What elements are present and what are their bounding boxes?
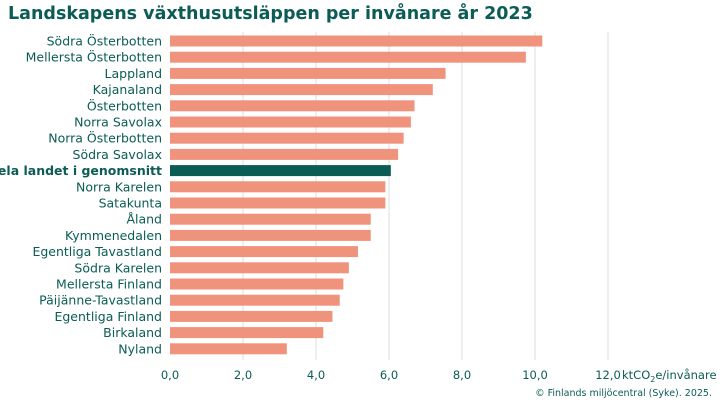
category-label: Satakunta bbox=[99, 196, 162, 211]
category-label: Mellersta Österbotten bbox=[26, 49, 162, 65]
gridlines bbox=[242, 32, 609, 360]
category-label: Kajanaland bbox=[93, 82, 162, 97]
category-label: Lappland bbox=[105, 66, 162, 81]
category-label: Egentliga Finland bbox=[54, 309, 162, 324]
bar-national-average bbox=[170, 165, 391, 177]
x-tick-labels: 0,0 2,0 4,0 6,0 8,0 10,0 12,0 bbox=[161, 368, 621, 382]
source-note: © Finlands miljöcentral (Syke). 2025. bbox=[535, 388, 712, 399]
category-label: Päijänne-Tavastland bbox=[39, 293, 162, 308]
bar bbox=[170, 35, 543, 47]
x-axis-unit-label: ktCO2e/invånare bbox=[622, 368, 717, 384]
chart-title: Landskapens växthusutsläppen per invånar… bbox=[8, 4, 533, 24]
bar bbox=[170, 213, 371, 225]
bar bbox=[170, 67, 446, 79]
bar bbox=[170, 100, 415, 112]
bar bbox=[170, 84, 433, 96]
bar bbox=[170, 343, 287, 355]
bar bbox=[170, 116, 411, 128]
x-tick-label: 8,0 bbox=[453, 368, 471, 382]
bar bbox=[170, 181, 386, 193]
x-tick-label: 4,0 bbox=[307, 368, 325, 382]
category-label: Södra Karelen bbox=[74, 260, 162, 275]
category-label: Egentliga Tavastland bbox=[32, 244, 162, 259]
category-label: Mellersta Finland bbox=[56, 277, 162, 292]
bars bbox=[170, 35, 543, 355]
category-label: Birkaland bbox=[103, 325, 162, 340]
bar bbox=[170, 132, 404, 144]
bar bbox=[170, 148, 399, 160]
x-tick-label: 12,0 bbox=[595, 368, 621, 382]
category-label: Södra Savolax bbox=[73, 147, 162, 162]
bar bbox=[170, 294, 340, 306]
bar bbox=[170, 229, 371, 241]
bar bbox=[170, 262, 349, 274]
x-tick-label: 10,0 bbox=[522, 368, 548, 382]
category-label: Österbotten bbox=[87, 97, 162, 113]
category-label: Södra Österbotten bbox=[47, 33, 162, 49]
x-tick-label: 2,0 bbox=[234, 368, 252, 382]
category-label: Norra Savolax bbox=[74, 115, 162, 130]
category-label-national-average: Hela landet i genomsnitt bbox=[0, 163, 162, 178]
category-label: Kymmenedalen bbox=[65, 228, 162, 243]
category-label: Norra Karelen bbox=[76, 179, 162, 194]
bar bbox=[170, 197, 386, 209]
bar bbox=[170, 310, 333, 322]
bar bbox=[170, 278, 344, 290]
category-label: Norra Österbotten bbox=[48, 130, 162, 146]
bar bbox=[170, 327, 324, 339]
x-tick-label: 0,0 bbox=[161, 368, 179, 382]
x-tick-label: 6,0 bbox=[380, 368, 398, 382]
category-label: Nyland bbox=[118, 341, 162, 356]
bar bbox=[170, 246, 358, 258]
bar bbox=[170, 51, 526, 63]
category-label: Åland bbox=[126, 212, 162, 227]
